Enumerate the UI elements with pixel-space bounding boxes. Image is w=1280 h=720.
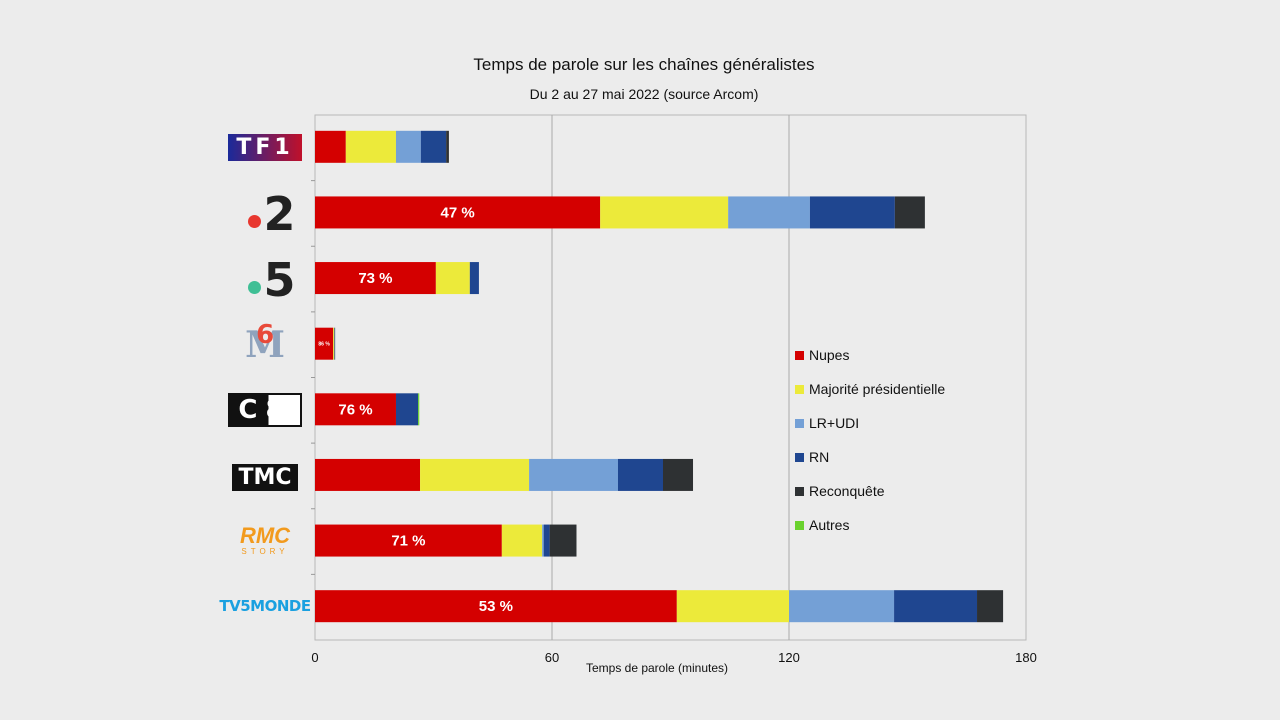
legend-box: [790, 330, 960, 545]
legend-swatch: [795, 453, 804, 462]
logo-story-text: STORY: [241, 546, 289, 556]
bar-segment-nupes: [315, 262, 436, 295]
bar-segment-majorit-pr-sidentielle: [345, 130, 396, 163]
bar-segment-nupes: [315, 130, 346, 163]
logo-c8-text: C8: [228, 393, 302, 427]
bar-segment-lr-udi: [529, 458, 618, 491]
legend-label: Majorité présidentielle: [809, 381, 945, 397]
bar-segment-nupes: [315, 196, 601, 229]
data-label: 73 %: [358, 270, 392, 287]
x-tick-label: 120: [778, 650, 800, 665]
legend-swatch: [795, 385, 804, 394]
x-axis-label: Temps de parole (minutes): [586, 661, 728, 675]
green-dot-icon: [248, 280, 262, 294]
logo-tv5monde: TV5MONDE: [210, 586, 320, 626]
bar-segment-lr-udi: [728, 196, 810, 229]
bar-segment-reconqu-te: [662, 458, 694, 491]
bar-segment-majorit-pr-sidentielle: [676, 590, 789, 623]
bar-segment-rn: [543, 524, 550, 557]
logo-france2: 2: [210, 187, 320, 241]
bar-segment-rn: [420, 130, 447, 163]
logo-france5-text: 5: [263, 253, 296, 307]
logo-france2-text: 2: [263, 187, 296, 241]
bar-segment-lr-udi: [395, 130, 421, 163]
data-label: 76 %: [338, 401, 372, 418]
logo-tf1-text: TF1: [228, 133, 302, 161]
legend-label: Reconquête: [809, 483, 885, 499]
bar-segment-majorit-pr-sidentielle: [420, 458, 530, 491]
chart-subtitle: Du 2 au 27 mai 2022 (source Arcom): [530, 86, 759, 102]
bar-segment-majorit-pr-sidentielle: [600, 196, 729, 229]
bar-segment-rn: [334, 327, 336, 360]
bar-segment-rn: [894, 590, 978, 623]
bar-segment-rn: [469, 262, 479, 295]
bar-segment-reconqu-te: [977, 590, 1004, 623]
legend-swatch: [795, 351, 804, 360]
logo-rmc-text: RMC: [239, 522, 291, 548]
x-tick-label: 0: [311, 650, 318, 665]
bar-segment-reconqu-te: [894, 196, 925, 229]
data-label: 86 %: [318, 342, 330, 348]
legend-label: RN: [809, 449, 829, 465]
bar-segment-nupes: [315, 524, 502, 557]
bar-segment-majorit-pr-sidentielle: [333, 327, 335, 360]
logo-tv5monde-text: TV5MONDE: [219, 597, 311, 615]
bar-segment-reconqu-te: [549, 524, 577, 557]
legend-swatch: [795, 521, 804, 530]
data-label: 47 %: [440, 204, 474, 221]
x-tick-label: 60: [545, 650, 559, 665]
logo-c8: C8: [210, 390, 320, 430]
bar-segment-lr-udi: [542, 524, 544, 557]
bar-segment-reconqu-te: [446, 130, 449, 163]
logo-rmc-story: RMC STORY: [210, 520, 320, 560]
bar-segment-majorit-pr-sidentielle: [435, 262, 470, 295]
legend-label: Nupes: [809, 347, 849, 363]
bar-segment-nupes: [315, 458, 421, 491]
legend-label: Autres: [809, 517, 849, 533]
logo-tmc: TMC: [210, 457, 320, 497]
chart-title: Temps de parole sur les chaînes générali…: [473, 55, 814, 74]
bar-segment-autres: [418, 393, 420, 426]
logo-m6-6: 6: [256, 320, 275, 350]
logo-tmc-text: TMC: [232, 463, 298, 491]
bar-segment-nupes: [315, 327, 334, 360]
logo-france5: 5: [210, 253, 320, 307]
red-dot-icon: [248, 214, 262, 228]
bar-segment-rn: [809, 196, 895, 229]
data-label: 71 %: [391, 533, 425, 550]
legend-label: LR+UDI: [809, 415, 859, 431]
bar-segment-rn: [395, 393, 419, 426]
legend-swatch: [795, 487, 804, 496]
bar-segment-rn: [617, 458, 663, 491]
bar-segment-nupes: [315, 590, 677, 623]
x-tick-label: 180: [1015, 650, 1037, 665]
data-label: 53 %: [479, 598, 513, 615]
legend-swatch: [795, 419, 804, 428]
bar-segment-majorit-pr-sidentielle: [501, 524, 543, 557]
logo-tf1: TF1: [210, 127, 320, 167]
bar-segment-nupes: [315, 393, 396, 426]
bar-segment-lr-udi: [789, 590, 895, 623]
